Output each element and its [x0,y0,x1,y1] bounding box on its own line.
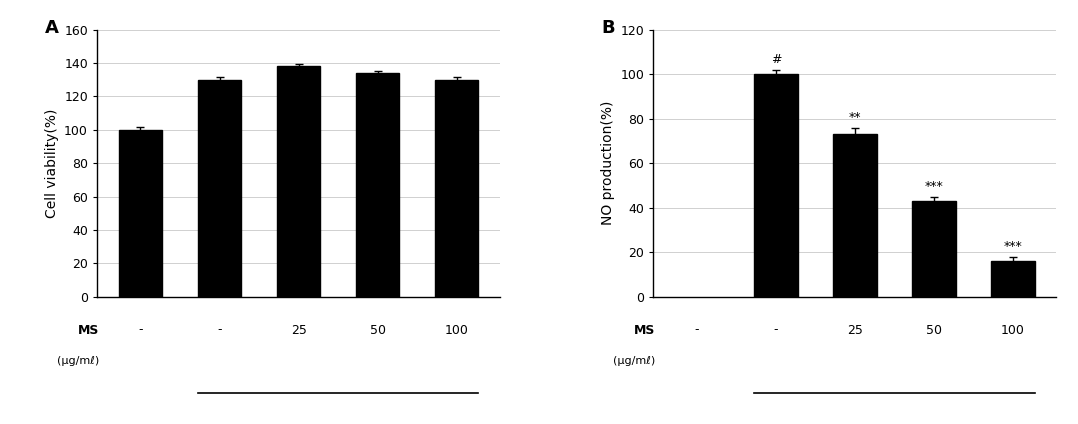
Text: A: A [44,19,58,37]
Text: 25: 25 [291,324,306,337]
Text: (μg/mℓ): (μg/mℓ) [57,356,99,365]
Text: MS: MS [78,324,99,337]
Bar [833,134,876,297]
Text: -: - [218,324,222,337]
Text: **: ** [848,111,861,124]
Text: ***: *** [1004,240,1022,254]
Text: 100: 100 [445,324,469,337]
Bar [912,201,956,297]
Text: -: - [138,324,142,337]
Text: 100: 100 [1001,324,1025,337]
Bar [434,80,479,297]
Text: ***: *** [925,180,943,193]
Text: 50: 50 [370,324,386,337]
Bar [119,130,162,297]
Text: -: - [774,324,778,337]
Text: -: - [694,324,699,337]
Bar [755,74,798,297]
Text: #: # [771,53,782,67]
Bar [277,67,320,297]
Bar [992,261,1035,297]
Text: (μg/mℓ): (μg/mℓ) [613,356,655,365]
Text: MS: MS [634,324,655,337]
Text: 50: 50 [926,324,942,337]
Text: 25: 25 [847,324,862,337]
Text: B: B [600,19,614,37]
Bar [356,73,399,297]
Bar [197,80,241,297]
Y-axis label: Cell viability(%): Cell viability(%) [44,109,58,218]
Y-axis label: NO production(%): NO production(%) [600,101,614,226]
